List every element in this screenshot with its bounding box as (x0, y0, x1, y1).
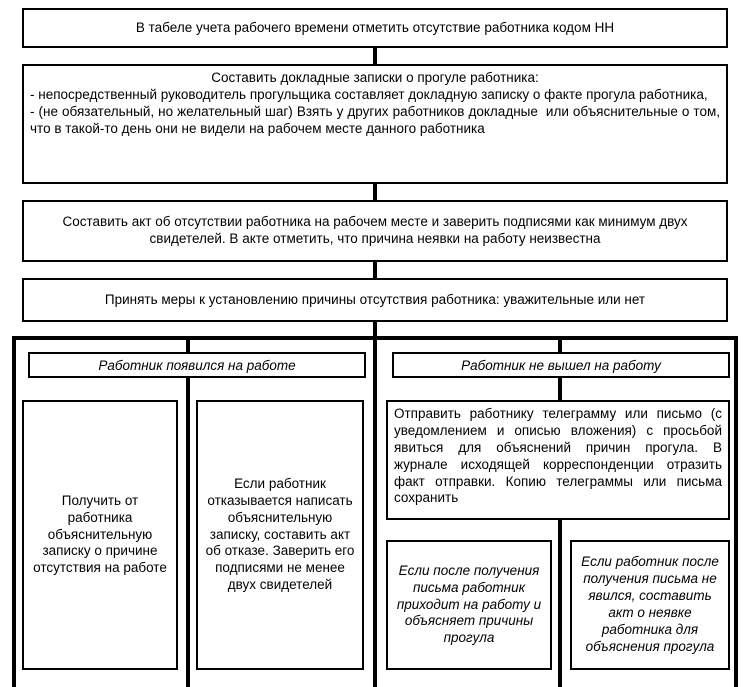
node-title: Составить докладные записки о прогуле ра… (30, 70, 720, 87)
step-mark-timesheet: В табеле учета рабочего времени отметить… (22, 8, 728, 48)
node-text: В табеле учета рабочего времени отметить… (136, 20, 614, 37)
connector (734, 336, 738, 687)
step-refusal-act: Если работник отказывается написать объя… (196, 400, 364, 670)
flowchart-canvas: В табеле учета рабочего времени отметить… (0, 0, 750, 687)
connector (373, 262, 377, 278)
step-after-letter-noshow: Если работник после получения письма не … (570, 540, 730, 670)
branch-header-absent: Работник не вышел на работу (392, 352, 730, 378)
node-line: - (не обязательный, но желательный шаг) … (30, 104, 720, 138)
node-text: Если работник отказывается написать объя… (204, 476, 356, 594)
connector (12, 336, 16, 687)
connector (373, 336, 377, 687)
node-text: Составить акт об отсутствии работника на… (30, 214, 720, 248)
node-line: - непосредственный руководитель прогульщ… (30, 87, 720, 104)
node-text: Работник не вышел на работу (461, 358, 661, 373)
step-compose-act: Составить акт об отсутствии работника на… (22, 200, 728, 262)
connector (373, 184, 377, 200)
node-text: Если работник после получения письма не … (578, 554, 722, 655)
step-after-letter-appears: Если после получения письма работник при… (386, 540, 552, 670)
step-compose-reports: Составить докладные записки о прогуле ра… (22, 64, 728, 184)
node-text: Принять меры к установлению причины отсу… (105, 292, 645, 309)
node-text: Работник появился на работе (98, 358, 295, 373)
connector (186, 336, 190, 687)
connector (373, 48, 377, 64)
node-text: Отправить работнику телеграмму или письм… (394, 406, 722, 505)
node-text: Если после получения письма работник при… (394, 563, 544, 647)
branch-header-appeared: Работник появился на работе (28, 352, 366, 378)
node-text: Получить от работника объяснительную зап… (30, 493, 170, 577)
step-get-explanation: Получить от работника объяснительную зап… (22, 400, 178, 670)
step-send-telegram: Отправить работнику телеграмму или письм… (386, 400, 730, 520)
step-determine-reason: Принять меры к установлению причины отсу… (22, 278, 728, 322)
